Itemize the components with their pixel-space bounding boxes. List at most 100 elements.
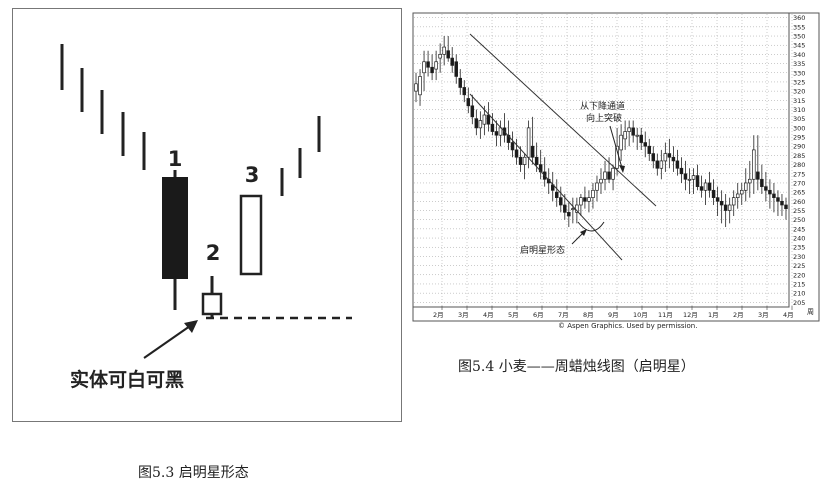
y-tick-label: 265 [793, 189, 805, 197]
y-tick-label: 300 [793, 124, 805, 132]
candle-body [486, 114, 491, 125]
candle-body [691, 175, 696, 180]
candle-body [474, 118, 479, 129]
candle-body [752, 149, 756, 180]
candle-body [518, 156, 523, 165]
candle-body [643, 142, 647, 147]
candle-3-body [239, 194, 263, 276]
x-tick-label: 8月 [583, 311, 594, 319]
y-tick-label: 360 [793, 14, 805, 22]
candle-body [418, 76, 422, 96]
plot-frame [412, 12, 790, 308]
candle-body [675, 160, 680, 169]
candle-body [719, 200, 724, 206]
candle-body [671, 156, 676, 162]
y-tick-label: 230 [793, 253, 805, 261]
candle-body [699, 186, 704, 191]
candles [414, 36, 788, 228]
candle-body [587, 197, 591, 202]
candle-body [703, 182, 708, 191]
candle-body [599, 178, 603, 184]
star-pointer-head [580, 229, 587, 236]
candle-body [619, 134, 623, 151]
axis-frame [412, 12, 820, 322]
x-tick-label: 1月 [708, 311, 719, 319]
candle-body [715, 197, 720, 202]
candle-3-label: 3 [245, 163, 260, 187]
star-highlight-arc [577, 221, 605, 232]
candle-body [639, 134, 643, 143]
candle-body [514, 149, 519, 158]
candle-body [679, 167, 684, 175]
x-tick-label: 11月 [658, 311, 673, 319]
candle-body [784, 204, 788, 210]
candle-body [683, 173, 688, 180]
candle-body [466, 98, 471, 107]
channel-upper-line [469, 33, 657, 207]
candle-body [458, 77, 463, 88]
x-tick-label: 2月 [433, 311, 444, 319]
candle-body [776, 197, 780, 202]
candle-body [595, 182, 599, 191]
candle-body [462, 87, 467, 96]
candle-body [494, 131, 499, 136]
y-tick-label: 245 [793, 225, 805, 233]
candle-body [731, 197, 736, 206]
candle-body [534, 156, 539, 165]
candle-1-label: 1 [168, 147, 183, 171]
candle-body [659, 160, 664, 169]
candle-2-body [201, 292, 223, 316]
x-tick-label: 3月 [458, 311, 469, 319]
candle-body [567, 211, 571, 217]
candle-body [635, 134, 639, 137]
candle-body [482, 114, 487, 125]
candle-body [739, 189, 744, 195]
candle-body [571, 208, 575, 211]
breakout-label-line2: 向上突破 [586, 112, 622, 124]
y-tick-label: 250 [793, 216, 805, 224]
candle-body [559, 197, 563, 206]
y-tick-label: 325 [793, 78, 805, 86]
x-tick-label: 3月 [758, 311, 769, 319]
copyright-text: © Aspen Graphics. Used by permission. [558, 322, 697, 330]
x-tick-label: 10月 [633, 311, 648, 319]
y-tick-label: 345 [793, 42, 805, 50]
candle-body [667, 153, 672, 158]
y-tick-label: 220 [793, 271, 805, 279]
candle-body [438, 54, 442, 59]
candle-body [426, 61, 430, 68]
y-tick-label: 320 [793, 88, 805, 96]
y-tick-label: 235 [793, 244, 805, 252]
y-tick-label: 295 [793, 134, 805, 142]
candle-body [603, 171, 607, 180]
y-tick-label: 240 [793, 235, 805, 243]
y-tick-label: 335 [793, 60, 805, 68]
y-tick-label: 310 [793, 106, 805, 114]
candle-body [430, 66, 434, 74]
candle-body [490, 123, 495, 132]
candle-body [414, 83, 418, 92]
candle-body [744, 182, 748, 191]
x-axis-ticks: 2月 3月 4月 5月 6月 7月 8月 9月 10月 11月 12月 1月 2月 3月 4月 [433, 306, 794, 319]
y-tick-label: 330 [793, 69, 805, 77]
candle-body [526, 127, 531, 158]
y-tick-label: 340 [793, 51, 805, 59]
x-tick-label: 9月 [608, 311, 619, 319]
y-tick-label: 255 [793, 207, 805, 215]
candle-body [579, 197, 583, 206]
candle-body [727, 204, 732, 211]
candle-body [695, 175, 700, 187]
y-tick-label: 355 [793, 23, 805, 31]
candle-body [687, 178, 692, 181]
candle-body [454, 61, 458, 77]
candle-body [760, 178, 764, 187]
candle-body [768, 189, 772, 195]
breakout-pointer [609, 125, 623, 169]
candle-body [450, 57, 454, 66]
y-tick-label: 225 [793, 262, 805, 270]
candle-body [780, 200, 784, 206]
x-tick-label: 4月 [483, 311, 494, 319]
candle-body [655, 160, 660, 169]
candle-body [591, 189, 595, 198]
